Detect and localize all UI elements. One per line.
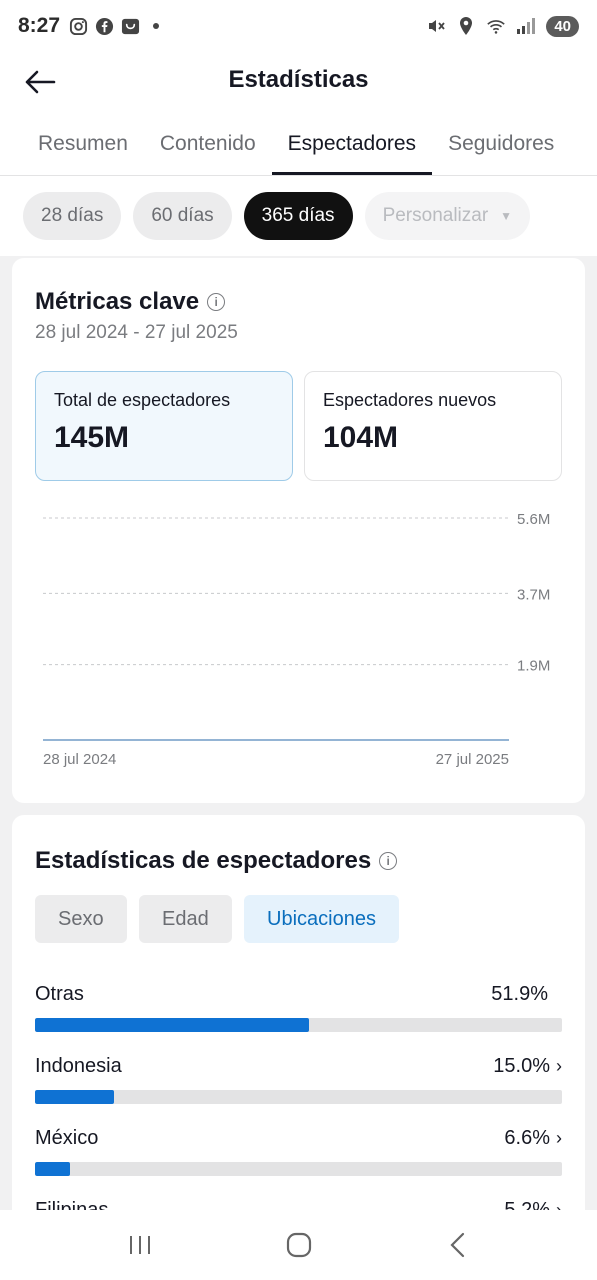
chevron-right-icon: ›: [556, 1056, 562, 1076]
caret-down-icon: ▼: [500, 209, 513, 223]
segment-sexo[interactable]: Sexo: [35, 895, 127, 943]
battery-indicator: 40: [546, 15, 579, 37]
shopping-bag-icon: [120, 16, 140, 36]
custom-period-dropdown[interactable]: Personalizar ▼: [364, 192, 531, 240]
dot-icon: [146, 16, 166, 36]
facebook-icon: [94, 16, 114, 36]
new-viewers-value: 104M: [323, 421, 399, 454]
location-bar-fill: [35, 1162, 70, 1176]
tab-resumen[interactable]: Resumen: [38, 131, 128, 155]
period-28-days-chip[interactable]: 28 días: [23, 192, 122, 240]
system-nav-bar: [0, 1210, 597, 1280]
date-range: 28 jul 2024 - 27 jul 2025: [35, 322, 238, 343]
location-bar-track: [35, 1090, 562, 1104]
location-percent: 51.9%: [491, 983, 548, 1005]
viewer-stats-card: Estadísticas de espectadores i Sexo Edad…: [12, 815, 585, 1235]
recent-apps-icon[interactable]: [110, 1220, 170, 1270]
period-365-days-chip[interactable]: 365 días: [243, 192, 353, 240]
info-icon[interactable]: i: [379, 852, 398, 870]
location-row-mexico[interactable]: México 6.6% ›: [35, 1127, 562, 1176]
tab-bar: Resumen Contenido Espectadores Seguidore…: [0, 112, 597, 176]
back-arrow-icon[interactable]: [22, 64, 58, 100]
location-name: Otras: [35, 983, 84, 1005]
key-metrics-heading: Métricas clave i: [35, 288, 226, 316]
signal-icon: [516, 16, 536, 36]
custom-period-label: Personalizar: [382, 205, 489, 226]
y-tick-label: 1.9M: [517, 658, 550, 675]
viewer-stats-heading: Estadísticas de espectadores i: [35, 847, 398, 875]
y-tick-label: 3.7M: [517, 586, 550, 603]
location-row-indonesia[interactable]: Indonesia 15.0% ›: [35, 1055, 562, 1104]
new-viewers-label: Espectadores nuevos: [323, 390, 497, 410]
location-name: México: [35, 1127, 99, 1149]
tab-seguidores[interactable]: Seguidores: [448, 131, 555, 155]
total-viewers-card[interactable]: Total de espectadores 145M: [35, 371, 293, 481]
viewers-chart[interactable]: 5.6M 3.7M 1.9M 28 jul 2024 27 jul 2025: [12, 498, 585, 788]
x-tick-label: 28 jul 2024: [43, 751, 116, 768]
chevron-right-icon: ›: [556, 1128, 562, 1148]
status-bar: 8:27 40: [0, 0, 597, 52]
location-bar-fill: [35, 1090, 115, 1104]
location-bar-fill: [35, 1018, 309, 1032]
instagram-icon: [68, 16, 88, 36]
segment-edad[interactable]: Edad: [139, 895, 232, 943]
viewer-stats-title: Estadísticas de espectadores: [35, 847, 372, 874]
location-name: Indonesia: [35, 1055, 122, 1077]
total-viewers-value: 145M: [54, 421, 130, 454]
period-selector: 28 días 60 días 365 días Personalizar ▼: [0, 176, 597, 256]
location-row-otras: Otras 51.9%: [35, 983, 562, 1032]
key-metrics-card: Métricas clave i 28 jul 2024 - 27 jul 20…: [12, 258, 585, 803]
back-icon[interactable]: [428, 1220, 488, 1270]
location-bar-track: [35, 1162, 562, 1176]
location-icon: [456, 16, 476, 36]
tab-espectadores[interactable]: Espectadores: [271, 112, 433, 175]
total-viewers-label: Total de espectadores: [54, 390, 231, 410]
mute-icon: [426, 16, 446, 36]
wifi-icon: [486, 16, 506, 36]
location-bar-track: [35, 1018, 562, 1032]
key-metrics-title: Métricas clave: [35, 288, 200, 315]
x-tick-label: 27 jul 2025: [436, 751, 509, 768]
home-icon[interactable]: [269, 1220, 329, 1270]
location-percent: 6.6%: [504, 1127, 550, 1149]
app-header: Estadísticas: [0, 52, 597, 112]
new-viewers-card[interactable]: Espectadores nuevos 104M: [304, 371, 562, 481]
segment-ubicaciones[interactable]: Ubicaciones: [244, 895, 399, 943]
location-percent: 15.0%: [493, 1055, 550, 1077]
status-time: 8:27: [18, 14, 61, 37]
period-60-days-chip[interactable]: 60 días: [133, 192, 232, 240]
info-icon[interactable]: i: [207, 293, 226, 311]
y-tick-label: 5.6M: [517, 511, 550, 528]
tab-contenido[interactable]: Contenido: [159, 131, 256, 155]
page-title: Estadísticas: [228, 66, 369, 93]
